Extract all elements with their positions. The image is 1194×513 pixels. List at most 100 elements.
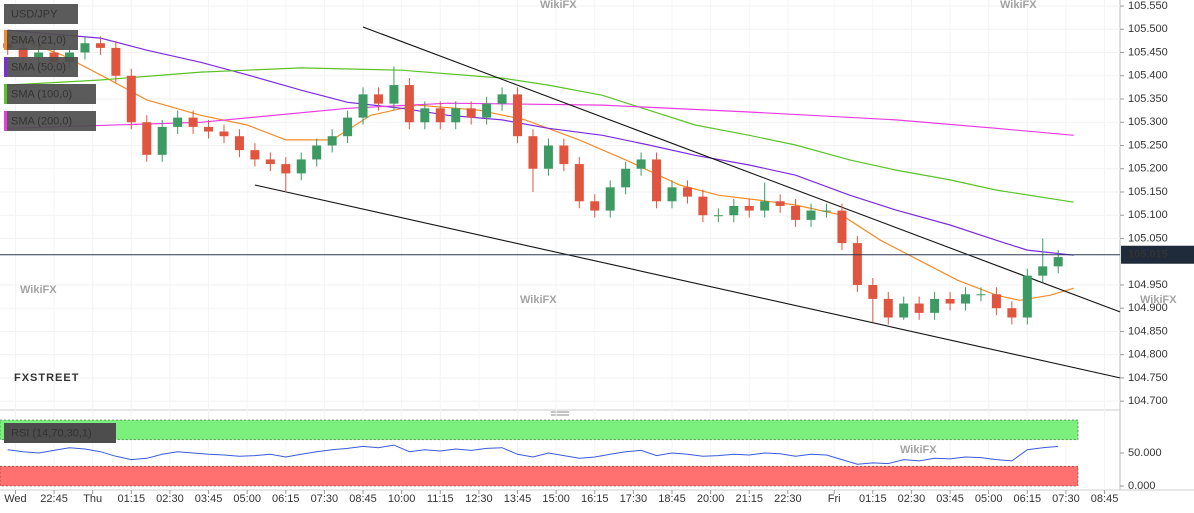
candle-body [605, 187, 615, 211]
candle-body [95, 43, 105, 48]
watermark: WikiFX [900, 444, 937, 456]
rsi-title: RSI (14,70,30,1) [11, 427, 92, 439]
x-tick-label: 21:15 [735, 493, 763, 505]
x-tick-label: 02:30 [898, 493, 926, 505]
x-tick-label: 07:30 [1052, 493, 1080, 505]
x-tick-label: 13:45 [504, 493, 532, 505]
candle-body [466, 108, 476, 118]
y-tick-label: 105.500 [1128, 23, 1168, 35]
x-tick-label: 02:30 [156, 493, 184, 505]
y-tick-label: 105.150 [1128, 186, 1168, 198]
legend-box [4, 4, 78, 24]
legend-label: SMA (100,0) [11, 88, 72, 100]
y-tick-label: 105.450 [1128, 46, 1168, 58]
candle-body [157, 126, 167, 155]
x-tick-label: 01:15 [859, 493, 887, 505]
x-tick-label: Wed [4, 493, 26, 505]
candle-body [389, 85, 399, 104]
candle-body [188, 117, 198, 127]
y-tick-label: 104.750 [1128, 372, 1168, 384]
candle-body [621, 168, 631, 188]
x-tick-label: 11:15 [427, 493, 454, 505]
legend-swatch [4, 30, 7, 50]
candle-body [868, 284, 878, 299]
legend-box [4, 57, 78, 77]
grid [0, 0, 1120, 490]
candle-body [482, 103, 492, 118]
y-tick-label: 105.100 [1128, 209, 1168, 221]
candle-body [1007, 308, 1017, 318]
candle-body [265, 159, 275, 165]
watermark: WikiFX [1140, 294, 1177, 306]
y-tick-label: 105.050 [1128, 232, 1168, 244]
last-price-box [1121, 245, 1194, 264]
candle-body [528, 136, 538, 169]
watermark: WikiFX [20, 284, 57, 296]
candle-body [991, 294, 1001, 309]
rsi-bands [0, 419, 1079, 487]
y-tick-label: 104.700 [1128, 395, 1168, 407]
candle-body [976, 294, 986, 296]
y-tick-label: 104.950 [1128, 279, 1168, 291]
candle-body [34, 52, 44, 58]
logo: FXSTREET [14, 372, 79, 384]
trendline [254, 184, 1121, 379]
y-tick-label: 105.550 [1128, 0, 1168, 12]
candle-body [559, 145, 569, 165]
candle-body [821, 210, 831, 212]
rsi-title-box [4, 423, 116, 443]
candle-body [497, 94, 507, 104]
y-tick-label: 0.000 [1128, 480, 1156, 492]
panel-grip[interactable] [551, 411, 569, 416]
candle-body [791, 205, 801, 220]
candle-body [234, 136, 244, 151]
rsi-band [0, 465, 1079, 487]
x-tick-label: Fri [828, 493, 841, 505]
candle-body [961, 294, 971, 304]
last-price-label: 105.015 [1128, 249, 1168, 261]
candle-body [590, 201, 600, 211]
candle-body [837, 210, 847, 244]
candle-body [1022, 275, 1032, 318]
x-tick-label: 06:15 [272, 493, 300, 505]
legend-label: SMA (50,0) [11, 61, 66, 73]
x-tick-label: 12:30 [465, 493, 493, 505]
candle-body [312, 145, 322, 160]
candle-body [667, 187, 677, 202]
x-tick-label: 08:45 [349, 493, 377, 505]
y-tick-label: 50.000 [1128, 447, 1162, 459]
candle-body [80, 43, 90, 53]
sma-line [7, 34, 1074, 301]
y-tick-label: 104.900 [1128, 302, 1168, 314]
x-tick-label: 22:30 [774, 493, 802, 505]
candle-body [729, 205, 739, 216]
candle-body [250, 150, 260, 160]
candle-body [713, 215, 723, 217]
legend-box [4, 111, 96, 131]
y-tick-label: 105.300 [1128, 116, 1168, 128]
candle-body [142, 122, 152, 155]
legend-box [4, 84, 96, 104]
watermarks: WikiFX WikiFX WikiFX WikiFX WikiFX WikiFX [20, 0, 1177, 456]
candle-body [806, 210, 816, 220]
candle-body [327, 136, 337, 146]
x-tick-label: Thu [83, 493, 102, 505]
candle-body [760, 201, 770, 211]
candle-body [219, 131, 229, 137]
candle-body [652, 159, 662, 202]
candle-body [373, 94, 383, 104]
candle-body [914, 303, 924, 313]
watermark: WikiFX [1000, 0, 1037, 11]
y-tick-label: 104.850 [1128, 325, 1168, 337]
candle-body [111, 47, 121, 76]
x-tick-label: 08:45 [1091, 493, 1119, 505]
legend-label: SMA (21,0) [11, 34, 66, 46]
legend: USD/JPY SMA (21,0) SMA (50,0) SMA (100,0) SM… [4, 4, 96, 131]
candle-body [698, 196, 708, 216]
x-tick-label: 03:45 [936, 493, 964, 505]
legend-swatch [4, 111, 7, 131]
x-tick-label: 20:00 [697, 493, 725, 505]
rsi-band [0, 419, 1079, 441]
